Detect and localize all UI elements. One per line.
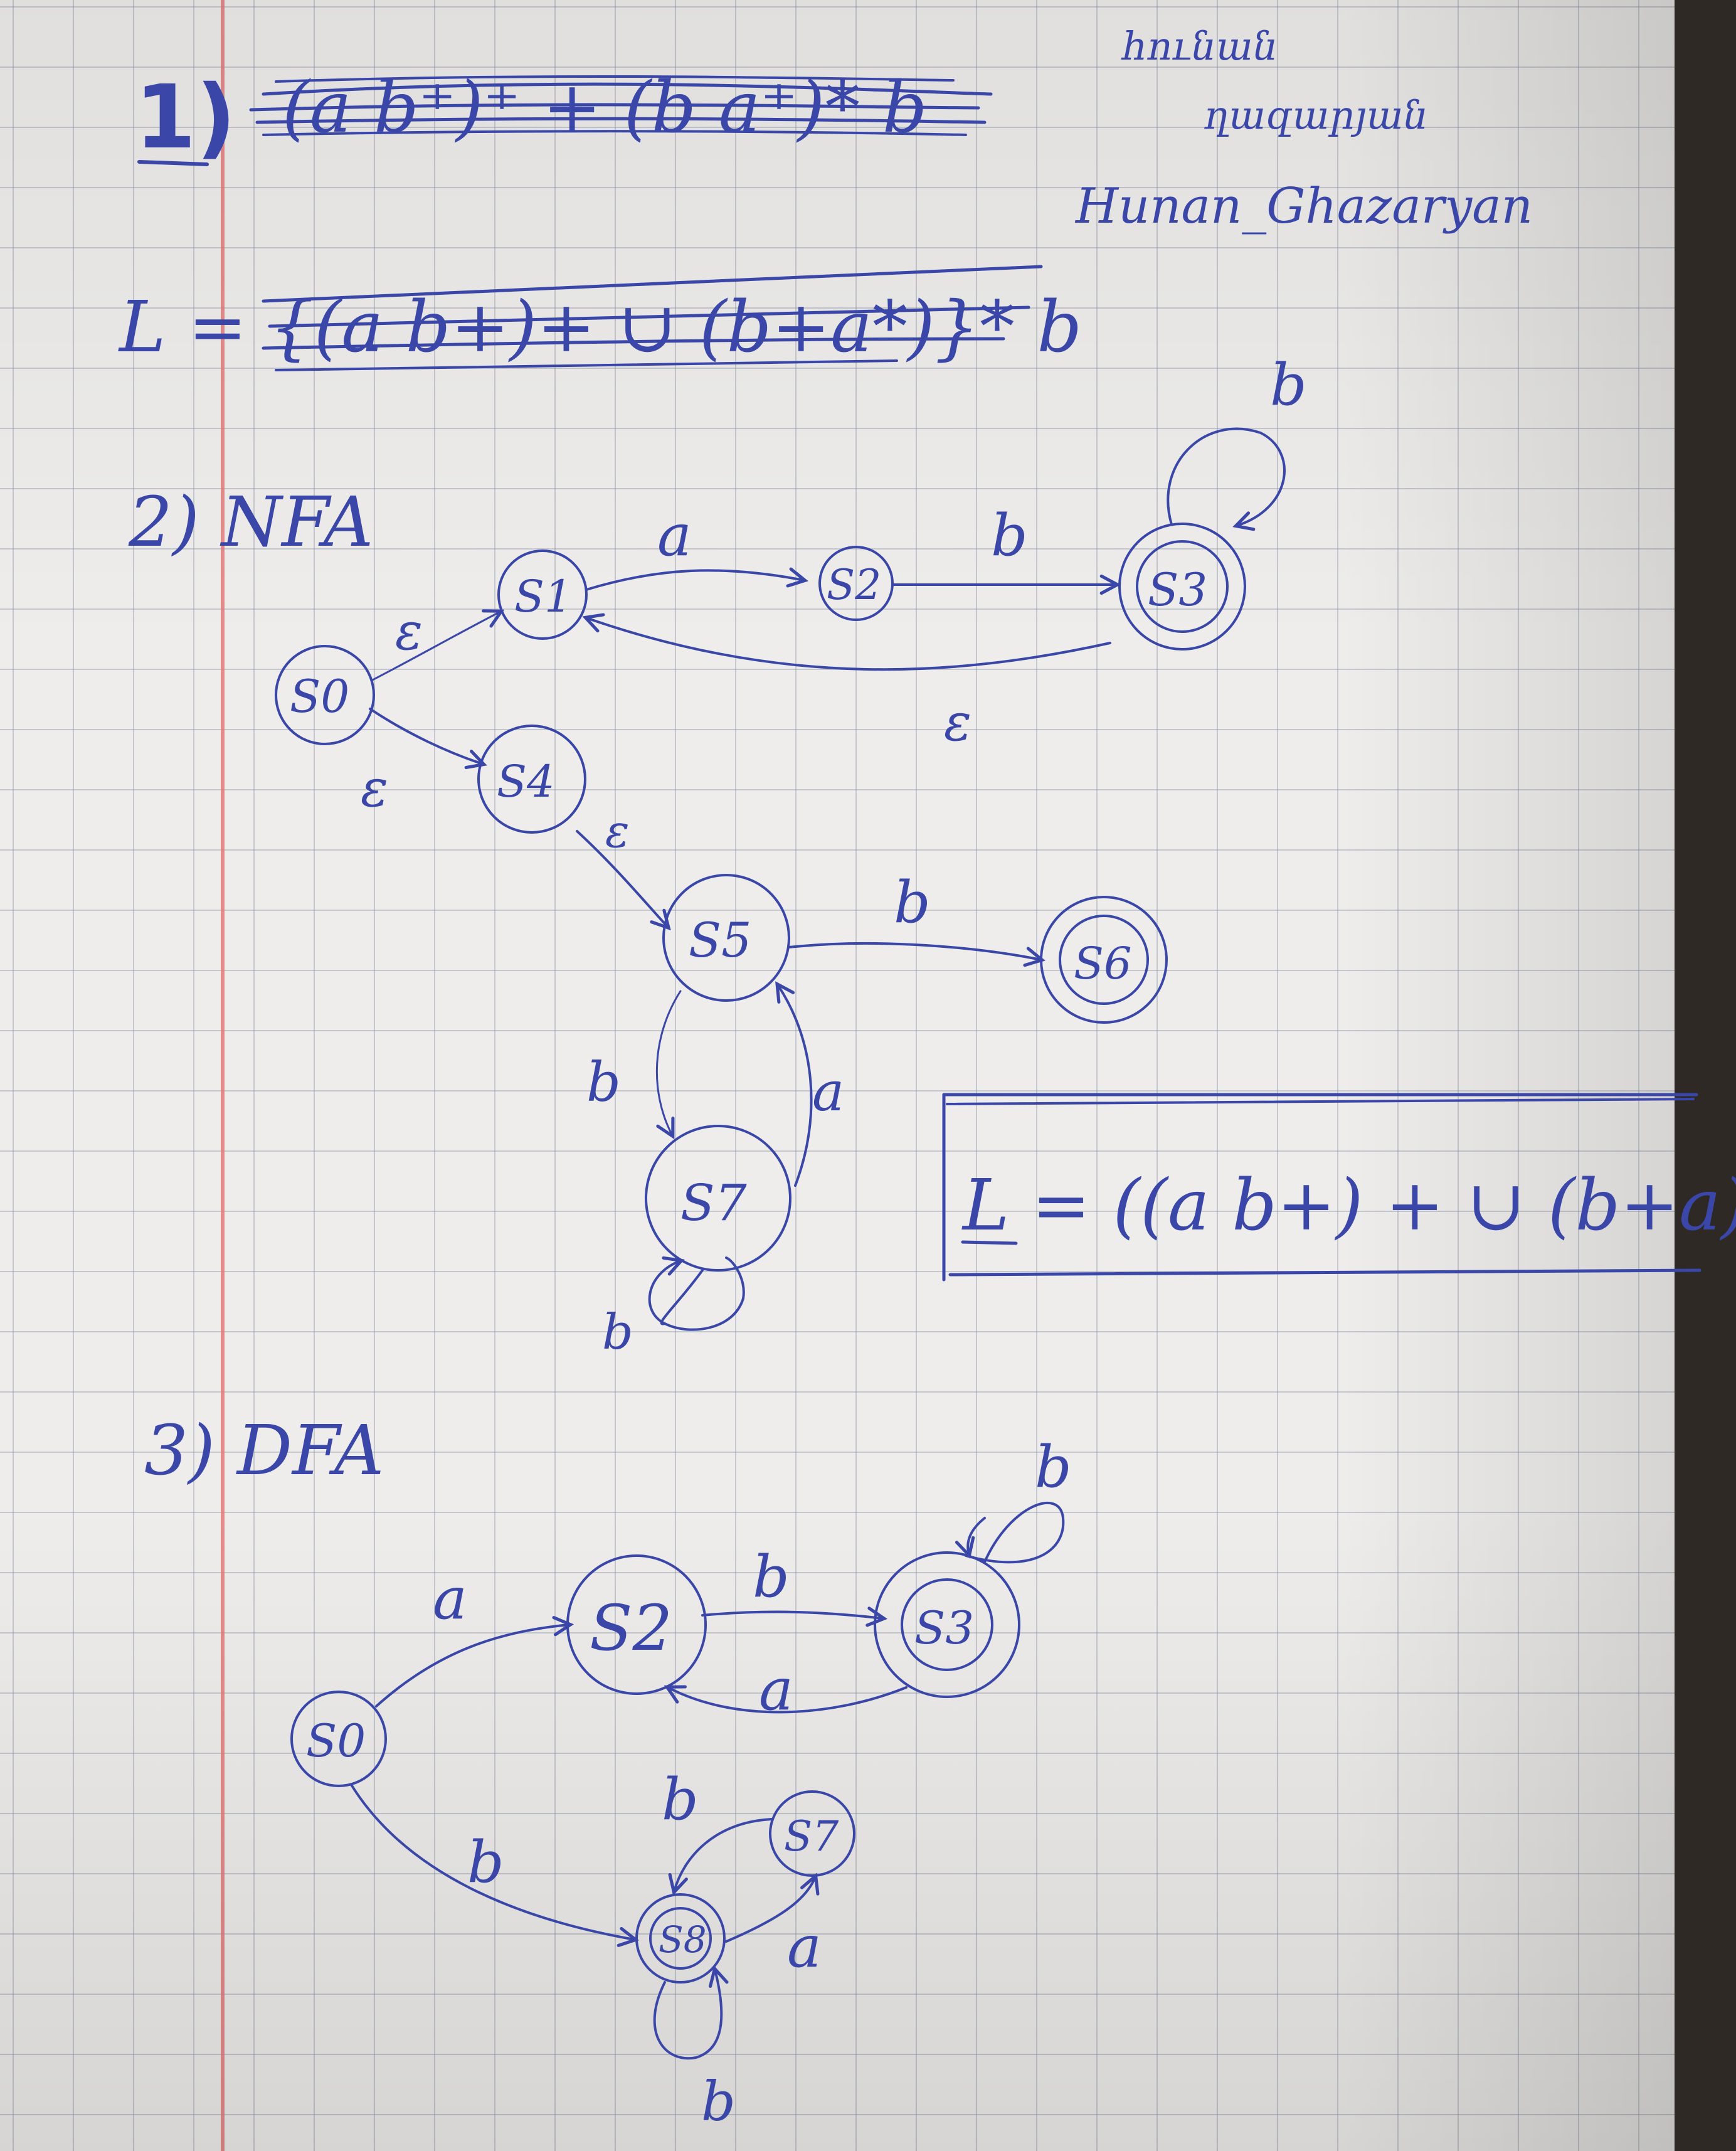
svg-text:S7: S7 [680, 1174, 747, 1232]
nfa-state-s1: S1 [497, 550, 588, 640]
margin-line [221, 0, 225, 2151]
notebook-page [0, 0, 1675, 2151]
dfa-state-s7: S7 [769, 1790, 855, 1877]
svg-text:L = ((a b+) + ∪ (b+a)*) b: L = ((a b+) + ∪ (b+a)*) b [961, 1165, 1736, 1246]
svg-text:b: b [1035, 1433, 1072, 1500]
nfa-state-s6-accepting: S6 [1040, 896, 1168, 1024]
svg-text:a: a [433, 1565, 467, 1632]
nfa-state-s7: S7 [645, 1125, 791, 1272]
dfa-heading: 3) DFA [144, 1410, 384, 1490]
svg-text:L = {(a b+)+ ∪ (b+a*)}* b: L = {(a b+)+ ∪ (b+a*)}* b [118, 287, 1082, 368]
svg-text:b: b [662, 1766, 699, 1833]
svg-text:հունան: հունան [1121, 23, 1278, 69]
svg-text:ε: ε [395, 602, 423, 662]
svg-text:b: b [586, 1051, 621, 1114]
svg-text:S3: S3 [914, 1601, 974, 1654]
svg-text:ε: ε [944, 693, 971, 753]
section-1-number: 1) [135, 66, 236, 169]
crossed-language: L = {(a b+)+ ∪ (b+a*)}* b [118, 265, 1082, 371]
svg-text:S4: S4 [497, 756, 555, 807]
svg-text:ε: ε [605, 805, 630, 858]
nfa-edge-s0-s1: ε [370, 602, 500, 682]
nfa-heading: 2) NFA [128, 482, 373, 562]
dfa-state-s0: S0 [290, 1691, 387, 1787]
svg-text:b: b [602, 1304, 633, 1361]
author-block: հունան ղազարյան Hunan_Ghazaryan [1074, 23, 1533, 235]
dfa-edge-s2-s3: b [701, 1543, 883, 1618]
svg-text:S1: S1 [514, 571, 573, 622]
nfa-state-s2: S2 [818, 546, 894, 621]
svg-text:1): 1) [135, 66, 236, 169]
nfa-edge-s3-s1: ε [586, 618, 1111, 753]
svg-text:a: a [812, 1061, 844, 1123]
svg-text:S6: S6 [1074, 938, 1132, 989]
svg-text:S0: S0 [290, 670, 349, 723]
nfa-edge-s0-s4: ε [361, 708, 483, 819]
dfa-edge-s3-s2: a [668, 1656, 908, 1723]
nfa-edge-s2-s3: b [892, 502, 1116, 585]
svg-text:b: b [894, 869, 931, 936]
svg-text:b: b [467, 1829, 504, 1896]
svg-text:S3: S3 [1148, 563, 1207, 616]
crossed-expression: (a b⁺)⁺ + (b a⁺)* b [249, 67, 993, 149]
dfa-edge-s7-s8: b [662, 1766, 773, 1891]
dfa-edge-s8-loop: b [653, 1970, 736, 2133]
svg-text:a: a [787, 1913, 822, 1980]
svg-text:S8: S8 [659, 1918, 707, 1961]
svg-text:a: a [759, 1656, 793, 1723]
svg-text:S7: S7 [784, 1812, 839, 1861]
nfa-edge-s4-s5: ε [576, 805, 668, 927]
nfa-edge-s7-loop: b [602, 1258, 745, 1361]
dfa-state-s3-accepting: S3 [874, 1551, 1020, 1698]
svg-text:b: b [991, 502, 1028, 569]
page-edge [1675, 0, 1736, 2151]
nfa-edge-s3-loop: b [1167, 351, 1307, 526]
nfa-state-s5: S5 [662, 874, 790, 1002]
svg-text:a: a [657, 502, 692, 569]
svg-text:Hunan_Ghazaryan: Hunan_Ghazaryan [1074, 178, 1533, 235]
dfa-state-s8-accepting: S8 [635, 1893, 726, 1984]
nfa-state-s0: S0 [275, 645, 375, 745]
nfa-state-s3-accepting: S3 [1118, 523, 1246, 651]
svg-text:ղազարյան: ղազարյան [1204, 92, 1428, 138]
svg-text:S2: S2 [827, 561, 881, 609]
nfa-edge-s5-s6: b [788, 869, 1041, 960]
svg-text:ε: ε [361, 759, 388, 819]
dfa-state-s2: S2 [566, 1554, 707, 1695]
svg-text:S2: S2 [590, 1591, 672, 1665]
dfa-edge-s8-s7: a [725, 1877, 822, 1980]
svg-text:b: b [701, 2071, 736, 2133]
dfa-edge-s0-s8: b [350, 1783, 635, 1940]
svg-text:b: b [1270, 351, 1307, 418]
svg-text:b: b [753, 1543, 790, 1610]
svg-text:S0: S0 [306, 1714, 366, 1767]
nfa-edge-s7-s5: a [778, 985, 844, 1187]
svg-text:S5: S5 [689, 912, 751, 968]
dfa-edge-s0-s2: a [375, 1565, 569, 1708]
dfa-edge-s3-loop: b [966, 1433, 1072, 1564]
nfa-edge-s1-s2: a [585, 502, 804, 591]
boxed-answer: L = ((a b+) + ∪ (b+a)*) b [942, 1093, 1736, 1282]
nfa-state-s4: S4 [477, 725, 586, 834]
nfa-edge-s5-s7: b [586, 990, 682, 1135]
